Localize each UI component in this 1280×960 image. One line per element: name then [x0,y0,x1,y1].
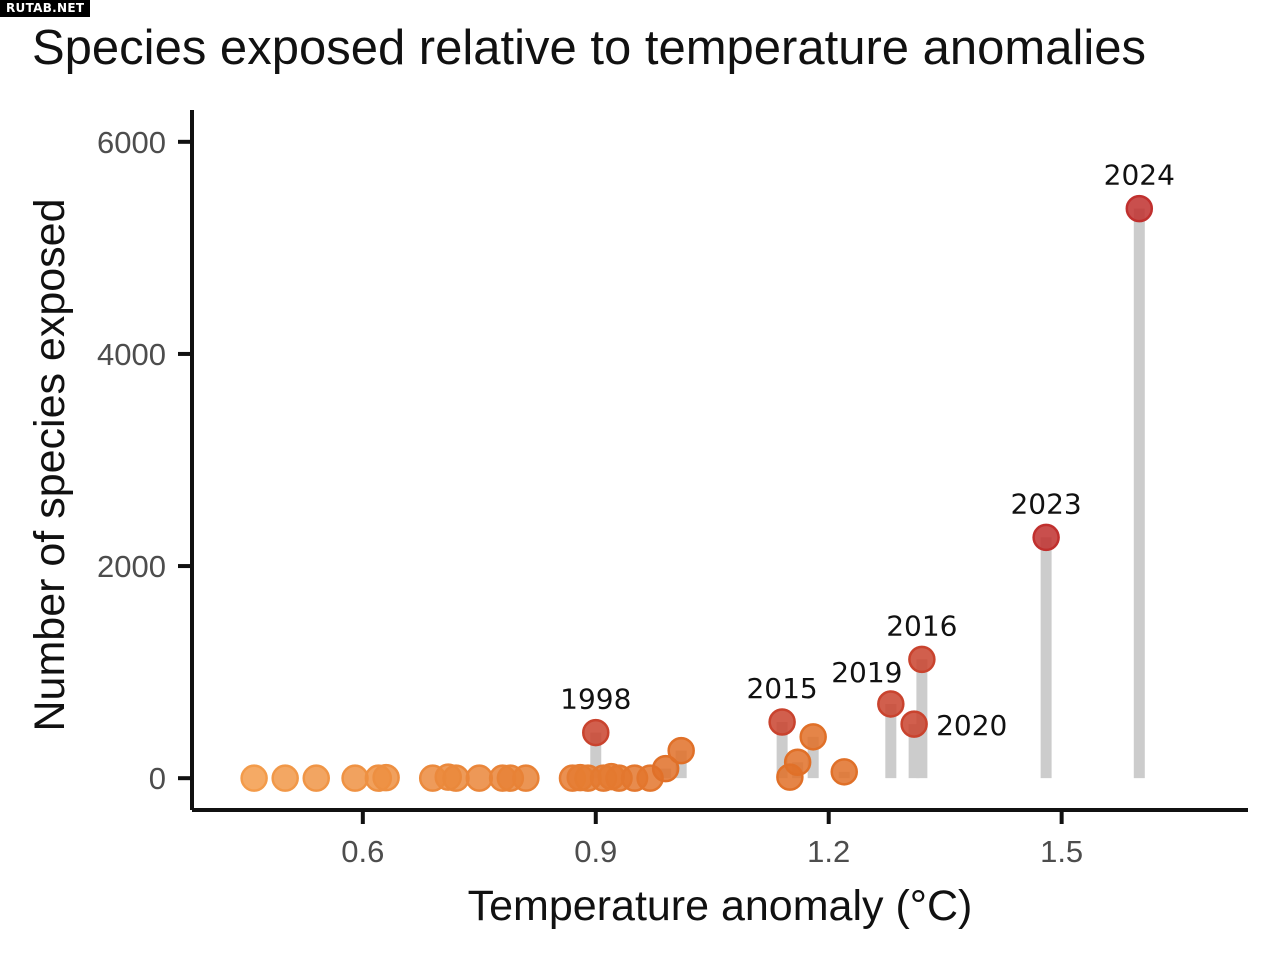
year-label: 1998 [560,683,631,716]
data-point [1032,523,1060,552]
data-point [582,718,610,747]
year-label: 2016 [886,609,957,642]
chart-title: Species exposed relative to temperature … [32,21,1147,75]
watermark-badge: RUTAB.NET [0,0,91,17]
data-point [908,645,936,674]
x-axis-ticks: 0.6 0.9 1.2 1.5 [341,810,1083,869]
data-point [799,723,827,751]
data-point [877,690,905,718]
data-point [240,764,268,792]
x-tick-label: 0.6 [341,834,384,869]
data-point [512,764,540,792]
data-point [341,764,369,792]
year-label: 2023 [1010,487,1081,520]
x-tick-label: 1.5 [1040,834,1083,869]
data-point [465,764,494,792]
y-axis-title: Number of species exposed [26,198,74,731]
data-point [651,754,680,783]
x-tick-label: 1.2 [807,834,850,869]
point-layer [240,194,1154,792]
data-point [783,748,812,777]
year-label: 2020 [936,709,1007,742]
data-point [1125,194,1154,223]
year-label-layer: 1998 2015 2019 2020 2016 2023 2024 [560,159,1175,742]
y-tick-label: 6000 [97,125,166,160]
year-label: 2024 [1104,159,1175,192]
y-tick-label: 4000 [97,337,166,372]
data-point [271,764,299,792]
year-label: 2019 [831,656,902,689]
data-point [830,758,858,786]
data-point [900,710,928,738]
data-point [372,763,400,792]
x-tick-label: 0.9 [574,834,617,869]
y-tick-label: 0 [149,761,166,796]
x-axis-title: Temperature anomaly (°C) [468,882,973,930]
data-point [768,708,796,736]
data-point [302,764,330,792]
y-tick-label: 2000 [97,549,166,584]
year-label: 2015 [746,672,817,705]
data-point [667,736,695,765]
y-axis-ticks: 0 2000 4000 6000 [97,125,192,796]
data-point [442,764,470,792]
